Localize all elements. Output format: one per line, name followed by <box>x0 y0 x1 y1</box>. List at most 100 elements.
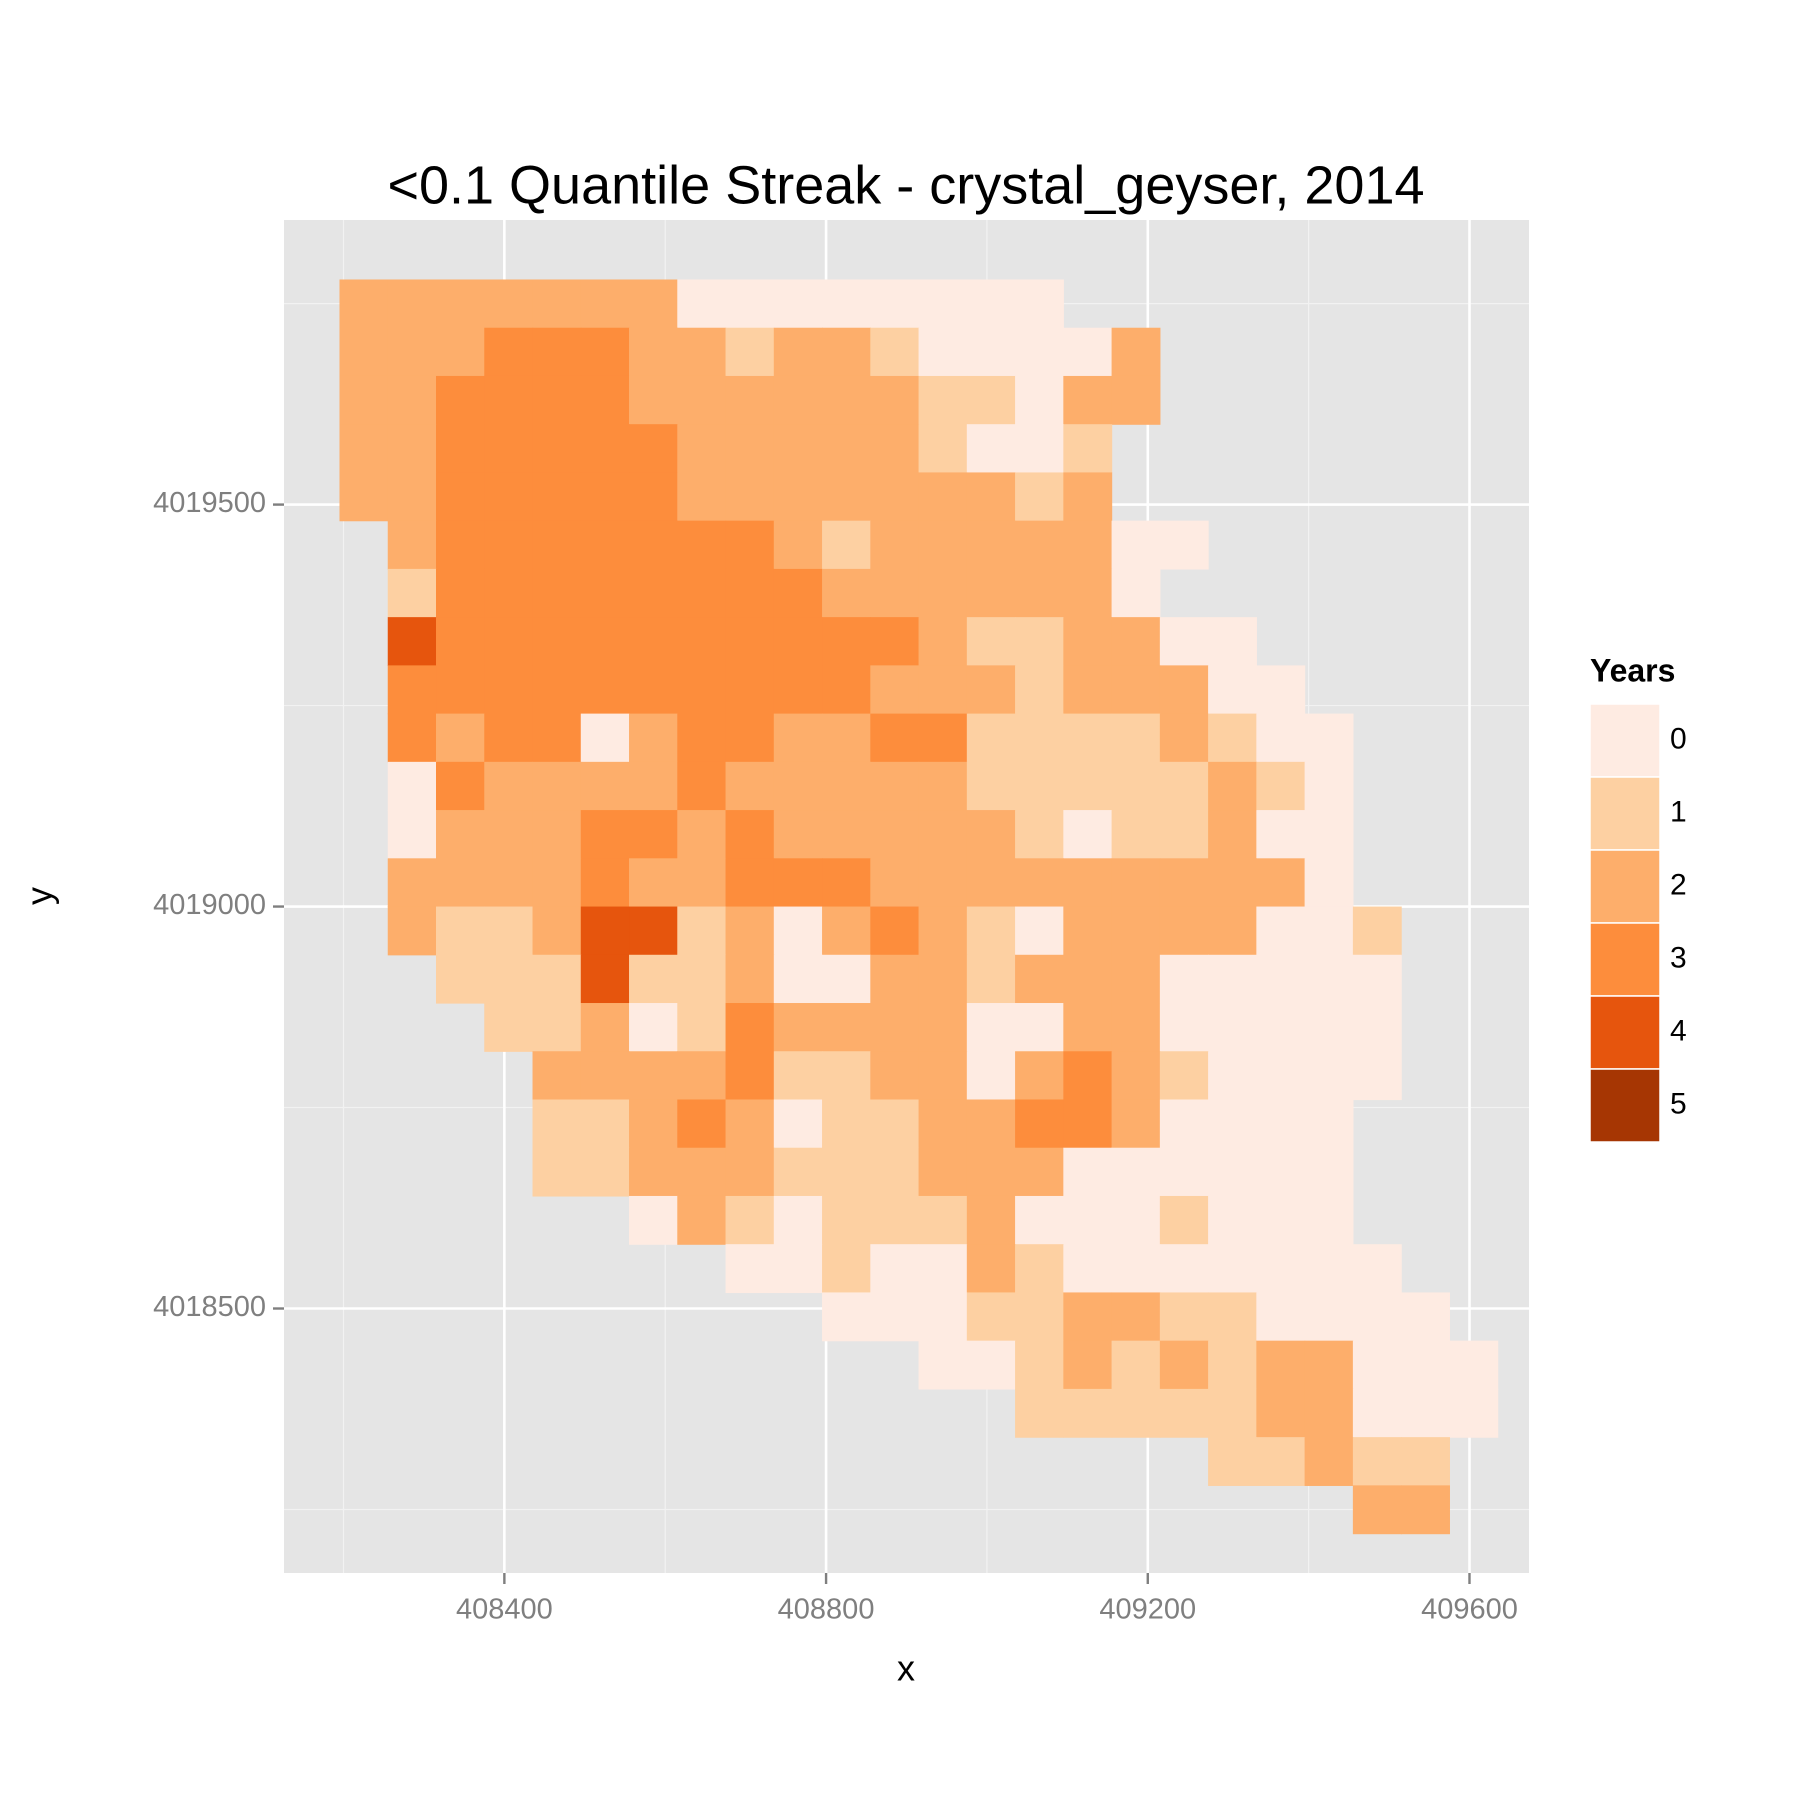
tile <box>484 568 534 618</box>
tile <box>1015 1003 1064 1052</box>
legend-label: 0 <box>1670 722 1687 755</box>
tile <box>1015 810 1064 859</box>
tile <box>1063 1388 1113 1438</box>
tile <box>773 1003 823 1052</box>
tile <box>387 327 437 377</box>
tile <box>629 906 678 956</box>
tile <box>1304 858 1354 908</box>
tile <box>870 327 920 377</box>
tile <box>966 1195 1016 1245</box>
tile <box>580 520 630 570</box>
legend-key <box>1589 849 1661 924</box>
tile <box>484 858 534 908</box>
tile <box>1111 617 1161 666</box>
tile <box>870 520 920 570</box>
tile <box>677 761 727 811</box>
tile <box>725 761 775 811</box>
tile <box>1015 424 1064 474</box>
tile <box>484 954 534 1004</box>
tile <box>1401 1437 1450 1486</box>
tile <box>918 761 968 811</box>
tile <box>870 617 920 666</box>
tile <box>1208 1003 1257 1052</box>
tile <box>436 665 485 715</box>
tile <box>725 713 775 763</box>
tile <box>532 810 582 859</box>
tile <box>1304 1388 1354 1438</box>
tile <box>629 568 678 618</box>
tile <box>773 858 823 908</box>
tile <box>532 279 582 329</box>
tile <box>918 713 968 763</box>
tile <box>436 520 485 570</box>
tile <box>1111 568 1161 618</box>
tile <box>484 472 534 522</box>
tile <box>677 1147 727 1197</box>
tile <box>1111 761 1161 811</box>
tile <box>1304 906 1354 956</box>
tile <box>966 810 1016 859</box>
tile <box>532 858 582 908</box>
tile <box>1304 810 1354 859</box>
tile <box>870 1051 920 1101</box>
tile <box>1015 1099 1064 1149</box>
tile <box>580 954 630 1004</box>
tile <box>629 713 678 763</box>
tile <box>1063 810 1113 859</box>
y-tick-label: 4018500 <box>153 1291 266 1323</box>
tile <box>436 279 485 329</box>
tile <box>822 1147 871 1197</box>
tile <box>1015 1147 1064 1197</box>
tile <box>580 713 630 763</box>
tile <box>1015 858 1064 908</box>
tile <box>677 713 727 763</box>
tile <box>436 954 485 1004</box>
tile <box>870 906 920 956</box>
tile <box>870 375 920 425</box>
tile <box>966 568 1016 618</box>
tile <box>966 713 1016 763</box>
tile <box>1015 520 1064 570</box>
tile <box>966 761 1016 811</box>
tile <box>1063 472 1113 522</box>
tile <box>773 1195 823 1245</box>
tile <box>1352 954 1402 1004</box>
tile <box>532 665 582 715</box>
tile <box>918 1292 968 1342</box>
tile <box>1208 1051 1257 1101</box>
tile <box>1159 1051 1209 1101</box>
tile <box>1208 1099 1257 1149</box>
tile <box>1063 1051 1113 1101</box>
tile <box>1015 472 1064 522</box>
tile <box>773 1051 823 1101</box>
legend-label: 1 <box>1670 795 1687 828</box>
tile <box>1304 713 1354 763</box>
tile <box>1111 665 1161 715</box>
tile <box>966 1244 1016 1294</box>
tile <box>1015 1195 1064 1245</box>
tile <box>1015 568 1064 618</box>
tile <box>725 906 775 956</box>
tile <box>870 810 920 859</box>
tile <box>629 761 678 811</box>
tile <box>918 375 968 425</box>
tile <box>822 858 871 908</box>
tile <box>1159 665 1209 715</box>
tile <box>1015 375 1064 425</box>
tile <box>773 375 823 425</box>
tile <box>918 1003 968 1052</box>
tile <box>1304 1051 1354 1101</box>
tile <box>1015 1340 1064 1390</box>
tile <box>918 279 968 329</box>
tile <box>1304 954 1354 1004</box>
tile <box>773 1099 823 1149</box>
tile <box>966 279 1016 329</box>
tile <box>1111 327 1161 377</box>
tile <box>725 1051 775 1101</box>
tile <box>822 1292 871 1342</box>
tile <box>1208 1388 1257 1438</box>
tile <box>1304 1099 1354 1149</box>
tile <box>773 1244 823 1294</box>
tile <box>1159 1147 1209 1197</box>
